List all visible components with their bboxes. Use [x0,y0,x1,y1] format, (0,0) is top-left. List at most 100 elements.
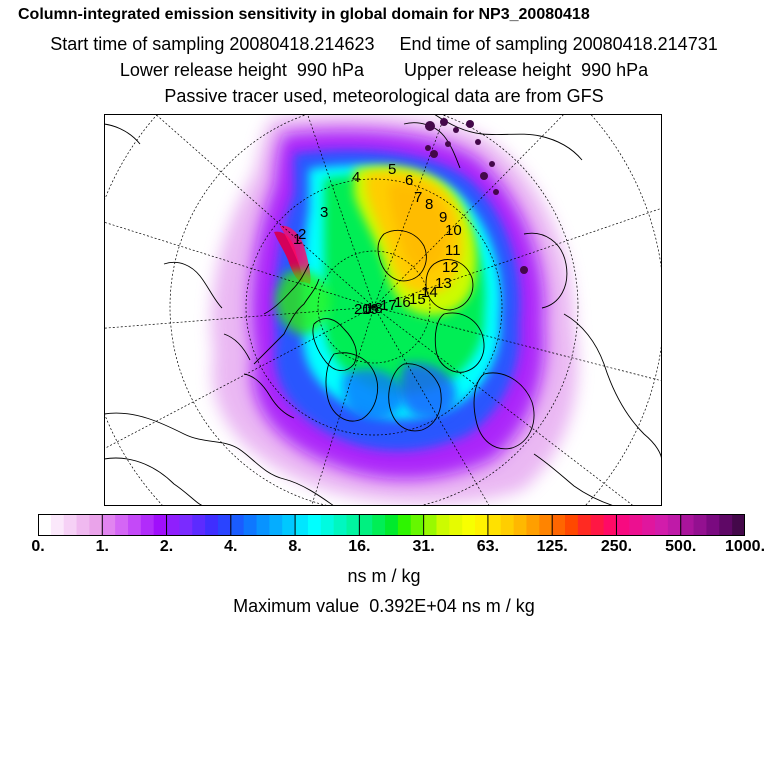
trajectory-label: 18 [366,300,383,317]
trajectory-label: 9 [439,209,447,226]
graticule [104,114,662,506]
colorbar-tick-label: 250. [600,538,633,555]
colorbar-tick-label: 2. [159,538,174,555]
colorbar-cell [63,514,78,536]
trajectory-labels: 1 2 3 4 5 6 7 8 9 10 11 12 13 14 15 16 1… [293,161,462,318]
maximum-value-label: Maximum value 0.392E+04 ns m / kg [233,596,535,616]
colorbar-cell [552,514,566,536]
colorbar-cell [115,514,129,536]
trajectory-label: 4 [352,169,360,186]
trajectory-label: 6 [405,172,413,189]
trajectory-label: 15 [409,291,426,308]
tracer-info-line: Passive tracer used, meteorological data… [164,86,604,106]
colorbar-cell [192,514,206,536]
colorbar-cell [153,514,168,536]
colorbar-cell [269,514,283,536]
colorbar-cell [500,514,515,536]
colorbar-cell [732,514,745,536]
release-height-line: Lower release height 990 hPa Upper relea… [119,60,649,80]
colorbar-cell [629,514,643,536]
trajectory-label: 19 [362,301,379,318]
trajectory-label: 1 [293,231,301,248]
colorbar-cell [603,514,618,536]
colorbar-cell [667,514,682,536]
coastlines [104,114,662,506]
colorbar-cell [217,514,232,536]
colorbar-cell [372,514,386,536]
colorbar-cell [127,514,142,536]
trajectory-label: 16 [394,294,411,311]
colorbar-cell [243,514,258,536]
emission-sensitivity-map: 1 2 3 4 5 6 7 8 9 10 11 12 13 14 15 16 1… [104,114,662,506]
trajectory-label: 14 [421,284,438,301]
colorbar-tick-label: 1. [95,538,109,555]
colorbar-cell [526,514,540,536]
trajectory-label: 2 [298,226,306,243]
colorbar-cell [423,514,438,536]
trajectory-label: 8 [425,196,433,213]
colorbar-cell [166,514,180,536]
colorbar-cell [680,514,695,536]
colorbar-cell [307,514,322,536]
colorbar-cell [616,514,630,536]
trajectory-label: 11 [445,242,461,259]
trajectory-label: 7 [414,189,422,206]
colorbar-cell [76,514,91,536]
colorbar-cell [359,514,373,536]
colorbar-cell [655,514,669,536]
colorbar-cell [706,514,720,536]
colorbar-cell [179,514,193,536]
colorbar-tick-label: 8. [288,538,302,555]
colorbar-tick-label: 500. [665,538,697,555]
colorbar-cell [346,514,360,536]
colorbar-cell [410,514,425,536]
colorbar-cell [462,514,476,536]
colorbar-cell [539,514,553,536]
colorbar-ticks: 0. 1. 2. 4. 8. 16. 31. 63. 125. 250. 500. 1000. [0,538,768,558]
colorbar [38,514,745,536]
colorbar-tick-label: 63. [476,538,500,555]
colorbar-cell [320,514,335,536]
colorbar-cell [333,514,348,536]
colorbar-cell [205,514,219,536]
colorbar-tick-label: 1000. [724,538,766,555]
colorbar-cell [693,514,708,536]
colorbar-tick-label: 31. [412,538,435,555]
trajectory-label: 10 [445,222,462,239]
trajectory-label: 3 [320,204,328,221]
colorbar-tick-label: 125. [536,538,568,555]
colorbar-cell [565,514,579,536]
colorbar-tick-label: 0. [31,538,45,555]
map-frame [104,114,662,506]
colorbar-cell [577,514,592,536]
trajectory-label: 13 [435,275,452,292]
colorbar-cell [513,514,528,536]
sampling-time-line: Start time of sampling 20080418.214623 E… [50,34,718,54]
colorbar-cell [140,514,155,536]
colorbar-cell [590,514,605,536]
colorbar-cell [475,514,489,536]
trajectory-label: 12 [442,259,459,276]
colorbar-cell [642,514,656,536]
colorbar-cell [719,514,733,536]
colorbar-cell [38,514,52,536]
colorbar-cell [487,514,502,536]
plot-title: Column-integrated emission sensitivity i… [18,6,590,23]
colorbar-cell [436,514,450,536]
colorbar-cell [89,514,103,536]
colorbar-tick-label: 4. [224,538,238,555]
colorbar-cell [449,514,463,536]
colorbar-cell [230,514,245,536]
colorbar-cell [385,514,399,536]
trajectory-label: 5 [388,161,396,178]
colorbar-cell [295,514,309,536]
colorbar-cell [282,514,296,536]
colorbar-tick-label: 16. [348,538,371,555]
colorbar-cell [397,514,412,536]
colorbar-cell [50,514,65,536]
trajectory-label: 17 [380,297,397,314]
colorbar-units: ns m / kg [347,566,421,586]
high-sensitivity-spots [425,118,528,274]
trajectory-label: 20 [354,301,371,318]
colorbar-cell [256,514,270,536]
